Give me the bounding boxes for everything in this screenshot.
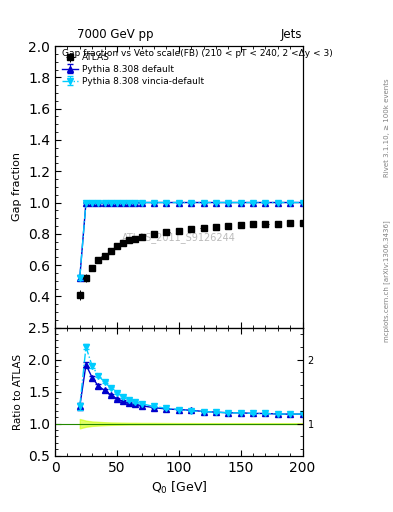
Text: Gap fraction vs Veto scale(FB) (210 < pT < 240, 2 <Δy < 3): Gap fraction vs Veto scale(FB) (210 < pT… [62,49,333,58]
Y-axis label: Ratio to ATLAS: Ratio to ATLAS [13,354,23,430]
Text: Jets: Jets [281,28,303,41]
Text: ATLAS_2011_S9126244: ATLAS_2011_S9126244 [122,232,236,243]
Text: 7000 GeV pp: 7000 GeV pp [77,28,153,41]
Y-axis label: Gap fraction: Gap fraction [13,153,22,221]
Text: Rivet 3.1.10, ≥ 100k events: Rivet 3.1.10, ≥ 100k events [384,79,390,177]
Text: mcplots.cern.ch [arXiv:1306.3436]: mcplots.cern.ch [arXiv:1306.3436] [384,221,391,343]
X-axis label: Q$_0$ [GeV]: Q$_0$ [GeV] [151,480,207,496]
Legend: ATLAS, Pythia 8.308 default, Pythia 8.308 vincia-default: ATLAS, Pythia 8.308 default, Pythia 8.30… [59,51,207,89]
